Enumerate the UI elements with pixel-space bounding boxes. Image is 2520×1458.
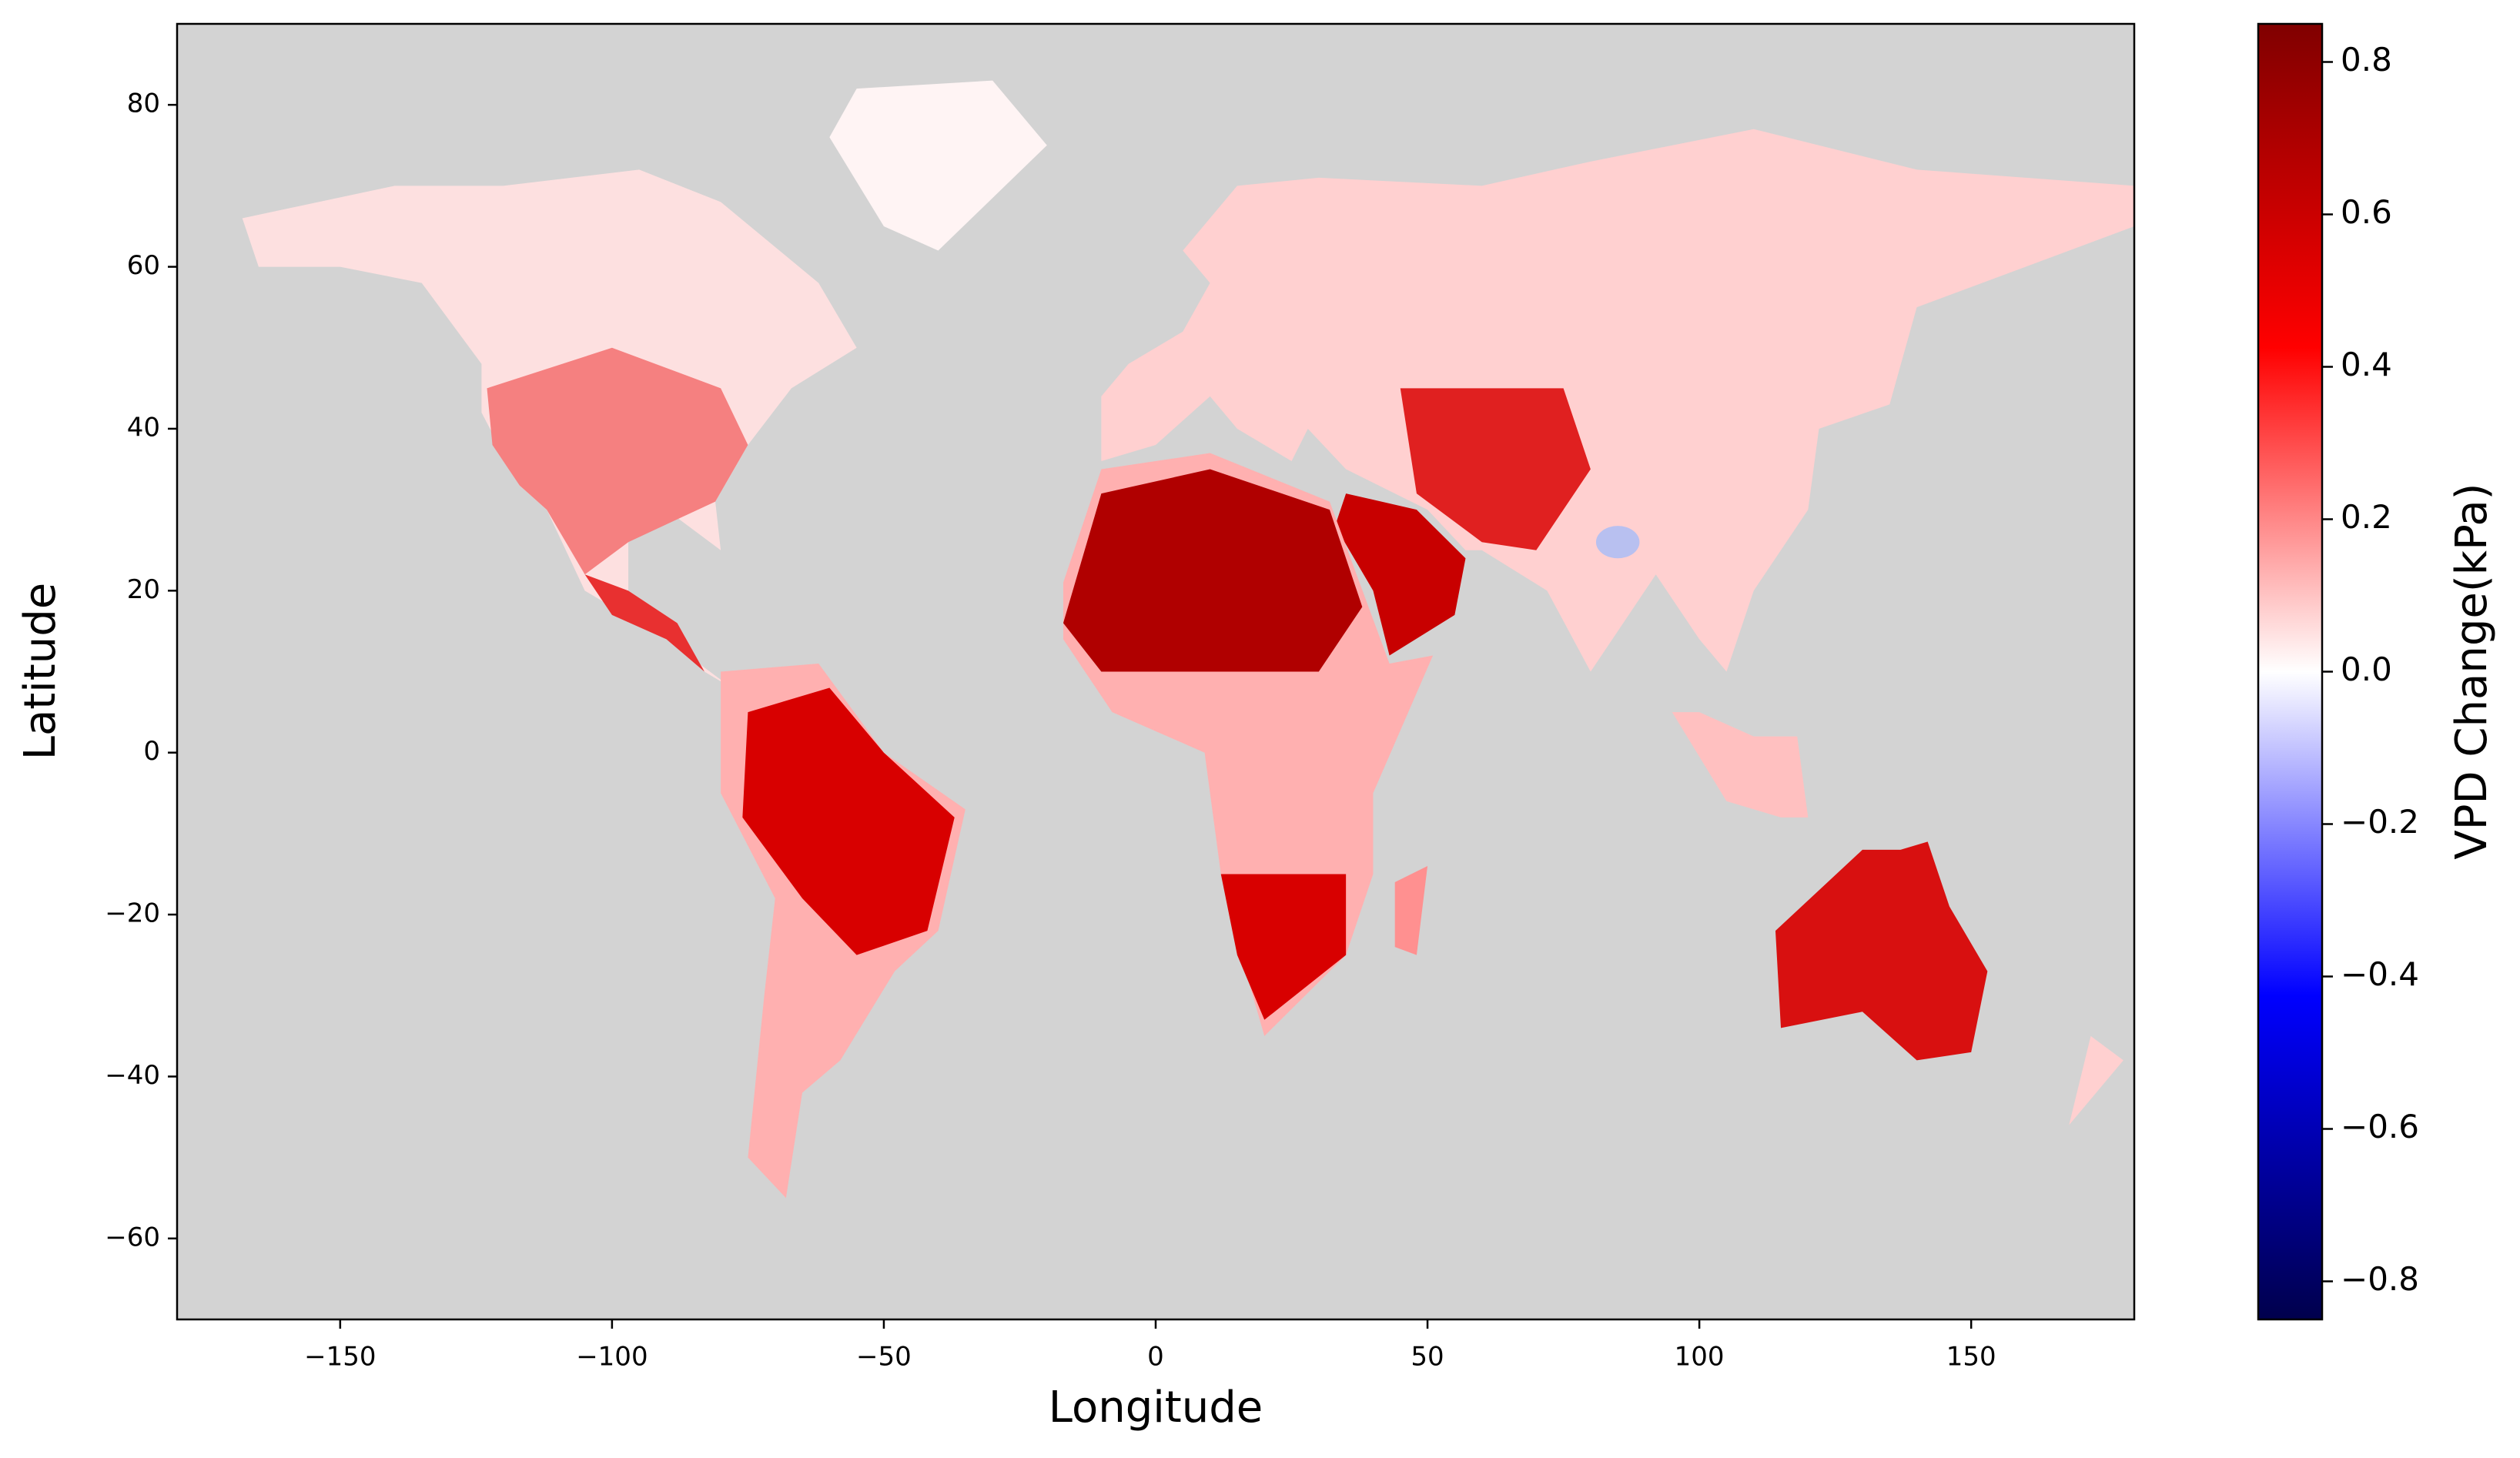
- x-tick-label: 100: [1675, 1342, 1725, 1373]
- x-tick-label: −50: [856, 1342, 912, 1373]
- australia: [1775, 841, 1988, 1061]
- x-tick-label: 50: [1411, 1342, 1444, 1373]
- y-tick-label: −20: [105, 898, 160, 929]
- land-map: [242, 80, 2134, 1199]
- y-tick-label: 60: [127, 250, 160, 281]
- y-tick-label: 80: [127, 89, 160, 119]
- colorbar-tick-label: −0.6: [2341, 1108, 2419, 1145]
- greenland: [829, 80, 1047, 251]
- north-america-interior: [487, 347, 748, 575]
- colorbar-tick-label: −0.2: [2341, 803, 2419, 841]
- colorbar-tick-label: 0.0: [2341, 650, 2392, 688]
- y-axis-label: Latitude: [15, 583, 65, 760]
- x-tick-label: −100: [576, 1342, 648, 1373]
- x-tick-label: 0: [1147, 1342, 1164, 1373]
- y-tick-label: 20: [127, 574, 160, 605]
- y-tick-label: −60: [105, 1222, 160, 1252]
- colorbar-tick-label: 0.4: [2341, 346, 2392, 383]
- colorbar: [2257, 22, 2324, 1321]
- colorbar-tick-label: 0.2: [2341, 498, 2392, 536]
- y-tick-label: −40: [105, 1060, 160, 1091]
- negative-patch: [1595, 526, 1640, 559]
- y-tick-label: 0: [143, 736, 160, 767]
- colorbar-tick-label: 0.6: [2341, 193, 2392, 231]
- y-tick-label: 40: [127, 412, 160, 443]
- central-asia: [1400, 388, 1591, 550]
- madagascar: [1394, 865, 1428, 955]
- central-america: [584, 574, 704, 672]
- south-america-interior: [742, 687, 955, 955]
- southern-africa: [1220, 874, 1347, 1020]
- colorbar-tick-label: 0.8: [2341, 41, 2392, 79]
- arabia: [1335, 493, 1466, 656]
- new-zealand: [2069, 1035, 2123, 1125]
- colorbar-tick-label: −0.8: [2341, 1260, 2419, 1298]
- maritime-asia: [1672, 712, 1809, 818]
- sahara: [1063, 469, 1363, 672]
- colorbar-label: VPD Change(kPa): [2447, 483, 2497, 859]
- colorbar-tick-label: −0.4: [2341, 955, 2419, 993]
- x-tick-label: −150: [304, 1342, 376, 1373]
- eurasia: [1101, 129, 2134, 672]
- x-axis-label: Longitude: [1049, 1383, 1263, 1433]
- x-tick-label: 150: [1946, 1342, 1996, 1373]
